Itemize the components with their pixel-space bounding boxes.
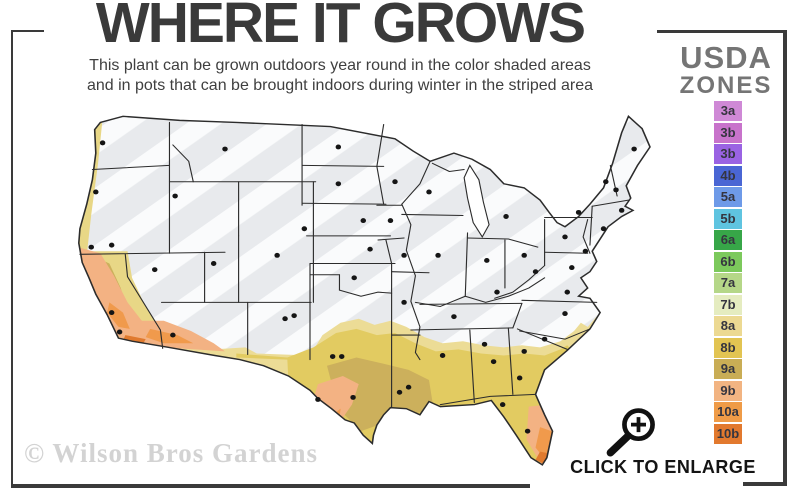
frame-bottom-right: [743, 482, 787, 486]
zone-chip-6a: 6a: [714, 230, 742, 250]
click-to-enlarge-label[interactable]: CLICK TO ENLARGE: [570, 457, 756, 477]
zone-chip-10b: 10b: [714, 423, 742, 444]
legend-title-usda: USDA: [680, 40, 772, 75]
state-borders: [79, 121, 630, 409]
legend-title: USDA ZONES: [664, 42, 788, 99]
zone-chip-5b: 5b: [714, 208, 742, 229]
zone-list: 3a 3b 3b 4b 5a 5b 6a 6b 7a 7b 8a 8b 9a 9b 10a 10b: [714, 101, 742, 445]
magnifier-zoom-icon[interactable]: [600, 404, 662, 464]
zone-chip-5a: 5a: [714, 187, 742, 207]
lake-michigan: [463, 164, 490, 239]
frame-bottom: [11, 484, 530, 488]
zone-chip-9a: 9a: [714, 359, 742, 379]
zone-chip-3a: 3a: [714, 101, 742, 121]
subtitle-line-1: This plant can be grown outdoors year ro…: [89, 57, 591, 74]
zone-chip-8a: 8a: [714, 316, 742, 336]
zone-chip-8b: 8b: [714, 337, 742, 358]
frame-top-right: [657, 30, 787, 33]
subtitle-line-2: and in pots that can be brought indoors …: [86, 77, 594, 95]
zone-chip-9b: 9b: [714, 380, 742, 401]
zone-chip-7b: 7b: [714, 294, 742, 315]
watermark: © Wilson Bros Gardens: [24, 438, 318, 468]
frame-top-left: [11, 30, 44, 32]
city-dots: [88, 140, 637, 434]
zone-chip-7a: 7a: [714, 273, 742, 293]
legend-title-zones: ZONES: [679, 72, 773, 99]
frame-right: [783, 30, 787, 486]
zone-chip-6b: 6b: [714, 251, 742, 272]
zone-chip-3b: 3b: [714, 122, 742, 143]
subtitle: This plant can be grown outdoors year ro…: [20, 56, 660, 97]
zone-chip-3b: 3b: [714, 144, 742, 164]
usda-zone-map[interactable]: [55, 102, 735, 470]
frame-left: [11, 30, 13, 488]
zone-chip-10a: 10a: [714, 402, 742, 422]
page-title: WHERE IT GROWS: [95, 0, 586, 55]
zone-chip-4b: 4b: [714, 165, 742, 186]
us-map-svg: [78, 115, 651, 466]
